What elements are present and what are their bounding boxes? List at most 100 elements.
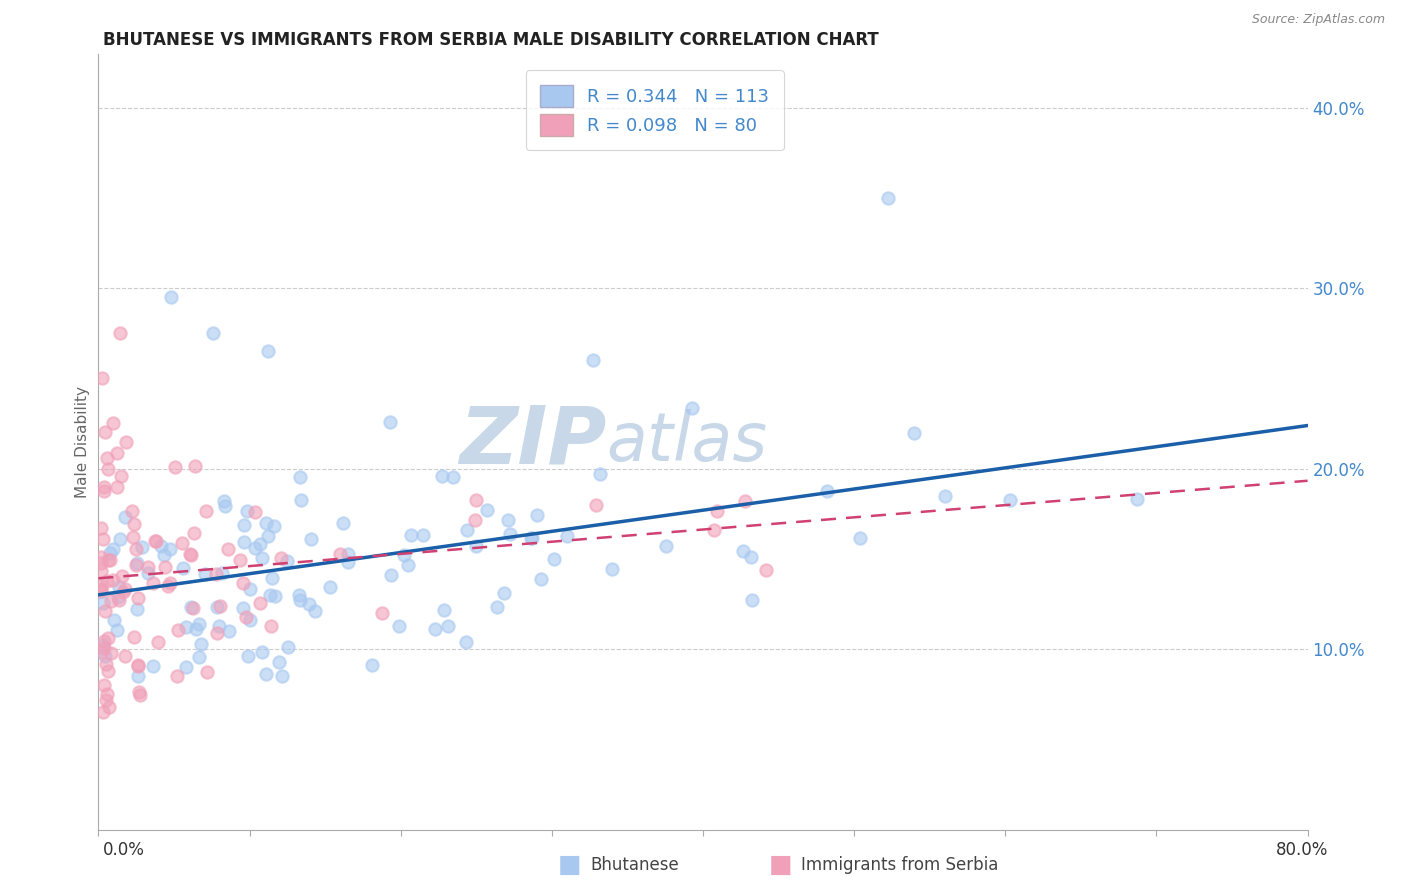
Point <box>155 560 177 574</box>
Point <box>96 574 118 589</box>
Point <box>681 401 703 415</box>
Point <box>97 461 120 475</box>
Text: ■: ■ <box>558 854 581 877</box>
Point <box>235 504 257 518</box>
Point <box>194 567 217 582</box>
Point <box>195 665 218 679</box>
Point <box>371 606 394 620</box>
Point <box>706 504 728 518</box>
Point <box>600 562 623 576</box>
Point <box>207 619 229 633</box>
Point <box>100 594 122 608</box>
Point <box>179 547 201 561</box>
Point <box>876 191 898 205</box>
Point <box>456 523 478 537</box>
Point <box>499 527 522 541</box>
Point <box>269 655 291 669</box>
Point <box>136 560 159 574</box>
Point <box>205 626 228 640</box>
Point <box>520 531 543 545</box>
Point <box>97 664 120 678</box>
Point <box>90 564 112 578</box>
Point <box>543 552 565 566</box>
Point <box>264 589 287 603</box>
Point <box>740 549 762 564</box>
Point <box>122 517 145 532</box>
Point <box>1000 493 1022 508</box>
Point <box>159 541 181 556</box>
Text: BHUTANESE VS IMMIGRANTS FROM SERBIA MALE DISABILITY CORRELATION CHART: BHUTANESE VS IMMIGRANTS FROM SERBIA MALE… <box>103 31 879 49</box>
Point <box>90 582 112 597</box>
Point <box>232 601 254 615</box>
Point <box>299 532 322 546</box>
Point <box>94 657 117 672</box>
Point <box>588 467 610 482</box>
Point <box>233 535 256 549</box>
Point <box>298 597 321 611</box>
Point <box>156 579 179 593</box>
Point <box>734 493 756 508</box>
Point <box>755 563 778 577</box>
Point <box>361 657 384 672</box>
Point <box>98 699 121 714</box>
Point <box>96 687 118 701</box>
Point <box>127 602 149 616</box>
Point <box>934 489 956 503</box>
Point <box>105 446 128 460</box>
Point <box>90 556 112 570</box>
Point <box>520 532 543 546</box>
Point <box>167 624 190 638</box>
Point <box>263 519 285 533</box>
Point <box>90 371 112 385</box>
Point <box>184 458 207 473</box>
Point <box>849 532 872 546</box>
Point <box>530 572 553 586</box>
Point <box>163 459 186 474</box>
Point <box>91 705 114 719</box>
Point <box>143 534 166 549</box>
Point <box>94 692 117 706</box>
Point <box>170 536 193 550</box>
Point <box>152 548 174 562</box>
Point <box>125 556 148 570</box>
Point <box>256 344 278 359</box>
Point <box>183 525 205 540</box>
Point <box>98 545 121 559</box>
Point <box>127 657 149 672</box>
Point <box>392 548 415 562</box>
Point <box>441 470 464 484</box>
Point <box>201 326 224 341</box>
Point <box>337 555 360 569</box>
Point <box>105 480 128 494</box>
Text: Bhutanese: Bhutanese <box>591 856 679 874</box>
Point <box>235 610 257 624</box>
Point <box>396 558 419 572</box>
Point <box>399 528 422 542</box>
Point <box>218 624 240 638</box>
Point <box>454 635 477 649</box>
Point <box>254 516 277 530</box>
Point <box>131 541 153 555</box>
Point <box>585 498 607 512</box>
Point <box>149 540 172 554</box>
Point <box>93 484 115 499</box>
Point <box>211 566 233 580</box>
Point <box>190 637 212 651</box>
Point <box>90 578 112 592</box>
Point <box>90 550 112 565</box>
Point <box>233 517 256 532</box>
Point <box>159 575 181 590</box>
Point <box>194 503 217 517</box>
Point <box>465 539 488 553</box>
Point <box>142 659 165 673</box>
Point <box>122 631 145 645</box>
Point <box>236 649 259 664</box>
Point <box>114 648 136 663</box>
Point <box>496 513 519 527</box>
Point <box>262 571 284 585</box>
Text: ■: ■ <box>769 854 792 877</box>
Legend: R = 0.344   N = 113, R = 0.098   N = 80: R = 0.344 N = 113, R = 0.098 N = 80 <box>526 70 783 151</box>
Point <box>214 493 236 508</box>
Point <box>205 567 228 582</box>
Text: atlas: atlas <box>606 409 768 475</box>
